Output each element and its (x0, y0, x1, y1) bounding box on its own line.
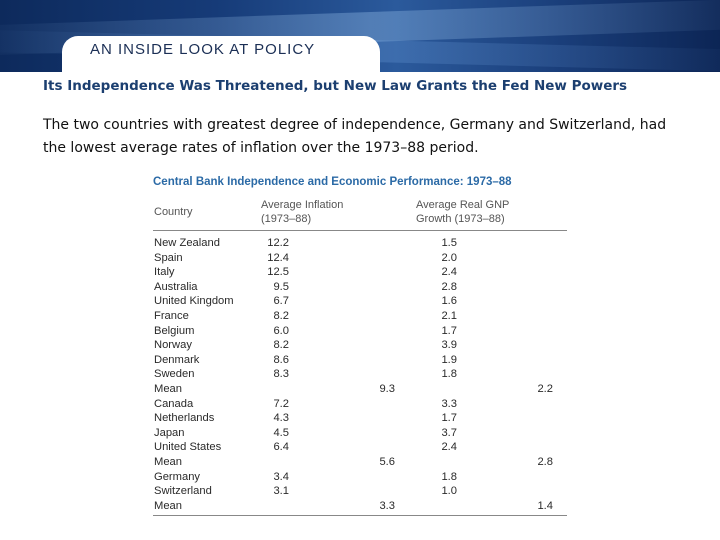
table-row: Japan 4.5 3.7 (153, 426, 567, 441)
cell-inflation: 3.4 (273, 470, 289, 483)
header-inflation-line2: (1973–88) (261, 213, 312, 225)
cell-mean-gnp: 2.8 (537, 455, 553, 468)
cell-country: Netherlands (154, 412, 215, 425)
table-row-mean: Mean 9.3 2.2 (153, 382, 567, 397)
section-title: AN INSIDE LOOK AT POLICY (90, 41, 316, 58)
cell-inflation: 9.5 (273, 280, 289, 293)
cell-inflation: 12.5 (267, 266, 289, 279)
title-tab (62, 36, 380, 86)
table-row: Canada 7.2 3.3 (153, 397, 567, 412)
cell-mean-gnp: 2.2 (537, 382, 553, 395)
slide-subtitle: Its Independence Was Threatened, but New… (43, 78, 628, 94)
cell-country: Japan (154, 426, 185, 439)
cell-country: Norway (154, 339, 192, 352)
cell-inflation: 6.0 (273, 324, 289, 337)
cell-inflation: 7.2 (273, 397, 289, 410)
cell-gnp: 3.3 (441, 397, 457, 410)
cell-inflation: 6.4 (273, 441, 289, 454)
table-row: France 8.2 2.1 (153, 309, 567, 324)
table-caption: Central Bank Independence and Economic P… (153, 176, 512, 188)
cell-gnp: 1.7 (441, 324, 457, 337)
table-row: United States 6.4 2.4 (153, 440, 567, 455)
header-country: Country (154, 206, 193, 218)
cell-gnp: 1.0 (441, 485, 457, 498)
cell-gnp: 1.5 (441, 237, 457, 249)
cell-country: Mean (154, 455, 182, 468)
cell-mean-inflation: 9.3 (379, 382, 395, 395)
table-row-mean: Mean 3.3 1.4 (153, 499, 567, 514)
table-row: New Zealand 12.2 1.5 (153, 236, 567, 251)
cell-gnp: 2.4 (441, 441, 457, 454)
cell-gnp: 2.1 (441, 309, 457, 322)
header-gnp-line1: Average Real GNP (416, 199, 510, 211)
cell-country: United States (154, 441, 222, 454)
cell-gnp: 1.6 (441, 295, 457, 308)
cell-country: Belgium (154, 324, 195, 337)
table-body: New Zealand 12.2 1.5 Spain 12.4 2.0 Italy 12.5 2… (153, 236, 567, 513)
cell-country: Australia (154, 280, 198, 293)
cell-mean-inflation: 3.3 (379, 499, 395, 512)
cell-inflation: 12.4 (267, 251, 289, 264)
cell-gnp: 1.7 (441, 412, 457, 425)
body-paragraph: The two countries with greatest degree o… (43, 117, 667, 156)
table-row: Australia 9.5 2.8 (153, 280, 567, 295)
cell-inflation: 8.2 (273, 339, 289, 352)
cell-inflation: 3.1 (273, 485, 289, 498)
table-row: Belgium 6.0 1.7 (153, 324, 567, 339)
table-row: Italy 12.5 2.4 (153, 265, 567, 280)
cell-inflation: 6.7 (273, 295, 289, 308)
cell-inflation: 8.6 (273, 353, 289, 366)
table-row: Norway 8.2 3.9 (153, 338, 567, 353)
cell-country: Germany (154, 470, 201, 483)
cell-country: Switzerland (154, 485, 212, 498)
table-bottom-rule (153, 515, 567, 517)
cell-gnp: 1.9 (441, 353, 457, 366)
header-inflation: Average Inflation (1973–88) (261, 198, 343, 226)
cell-gnp: 2.8 (441, 280, 457, 293)
table-row: Switzerland 3.1 1.0 (153, 484, 567, 499)
cell-country: Sweden (154, 368, 195, 381)
header-gnp-line2: Growth (1973–88) (416, 213, 505, 225)
table-row: Spain 12.4 2.0 (153, 251, 567, 266)
table-row: Germany 3.4 1.8 (153, 470, 567, 485)
cell-country: Mean (154, 499, 182, 512)
cell-mean-gnp: 1.4 (537, 499, 553, 512)
table-row-mean: Mean 5.6 2.8 (153, 455, 567, 470)
cell-country: Denmark (154, 353, 200, 366)
cell-gnp: 2.4 (441, 266, 457, 279)
cell-gnp: 1.8 (441, 470, 457, 483)
cell-gnp: 1.8 (441, 368, 457, 381)
header-rule (153, 230, 567, 231)
cell-gnp: 2.0 (441, 251, 457, 264)
cell-gnp: 3.9 (441, 339, 457, 352)
table-row: United Kingdom 6.7 1.6 (153, 294, 567, 309)
cell-inflation: 8.2 (273, 309, 289, 322)
table-row: Denmark 8.6 1.9 (153, 353, 567, 368)
table-row: Sweden 8.3 1.8 (153, 367, 567, 382)
cell-country: United Kingdom (154, 295, 234, 308)
header-inflation-line1: Average Inflation (261, 199, 344, 211)
cell-gnp: 3.7 (441, 426, 457, 439)
cell-inflation: 8.3 (273, 368, 289, 381)
cell-mean-inflation: 5.6 (379, 455, 395, 468)
cell-country: Italy (154, 266, 175, 279)
cell-country: Canada (154, 397, 194, 410)
cell-country: France (154, 309, 189, 322)
cell-country: Spain (154, 251, 183, 264)
cell-inflation: 4.3 (273, 412, 289, 425)
table-row: Netherlands 4.3 1.7 (153, 411, 567, 426)
cell-inflation: 4.5 (273, 426, 289, 439)
cell-country: New Zealand (154, 237, 220, 249)
cell-country: Mean (154, 382, 182, 395)
header-gnp: Average Real GNP Growth (1973–88) (416, 198, 509, 226)
cell-inflation: 12.2 (267, 237, 289, 249)
